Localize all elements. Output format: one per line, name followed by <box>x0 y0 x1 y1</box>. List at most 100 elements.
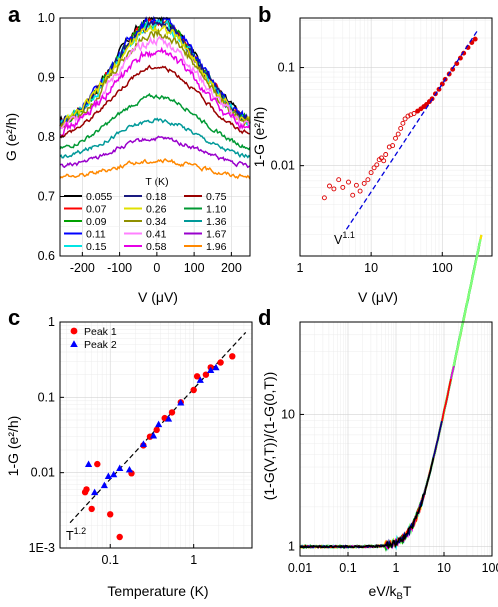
panel-b-xtick: 1 <box>297 261 304 275</box>
panel-b-point <box>340 184 346 190</box>
panel-a-xtick: 200 <box>221 261 242 275</box>
panel-c-point-peak1 <box>88 505 95 513</box>
panel-a-ylabel: G (e²/h) <box>3 113 19 161</box>
panel-a-legend-entry: 0.75 <box>206 191 227 203</box>
panel-d-curve <box>299 234 483 551</box>
panel-c-point-peak2 <box>177 399 185 406</box>
panel-d-xtick: 0.01 <box>288 561 312 575</box>
panel-c-point-peak2 <box>212 363 220 371</box>
panel-c-point-peak2 <box>149 432 158 439</box>
panel-a-curve-1.67 <box>59 135 251 169</box>
panel-c-xtick: 1 <box>190 553 197 567</box>
panel-c-point-peak1 <box>116 533 123 541</box>
panel-d-ytick: 10 <box>281 407 295 421</box>
panel-a-curve-0.18 <box>59 19 251 127</box>
panel-a-legend-entry: 0.07 <box>86 204 107 216</box>
panel-c-point-peak2 <box>139 440 148 447</box>
panel-a-curve-1.36 <box>59 117 251 159</box>
panel-a-xlabel: V (μV) <box>138 289 178 305</box>
panel-d-ytick: 1 <box>288 540 295 554</box>
panel-a-legend-entry: 1.67 <box>206 229 227 241</box>
panel-b-point <box>395 131 401 137</box>
panel-d-label: d <box>258 305 271 330</box>
panel-a-legend-entry: 1.10 <box>206 204 227 216</box>
panel-c-label: c <box>8 305 20 330</box>
panel-d-curve <box>299 378 452 550</box>
panel-c-point-peak2 <box>207 366 215 373</box>
panel-b-point <box>390 143 396 149</box>
panel-a-legend-entry: 0.15 <box>86 241 107 253</box>
panel-d-chart: d (1-G(V,T))/(1-G(0,T)) eV/kBT 0.01 0.1 1 1… <box>258 234 498 602</box>
panel-a-legend-entry: 0.055 <box>86 191 112 203</box>
panel-c-point-peak1 <box>193 373 201 380</box>
panel-b-ylabel: 1-G (e²/h) <box>251 107 267 168</box>
panel-c-point-peak2 <box>91 488 99 496</box>
panel-b-point <box>405 113 411 119</box>
panel-c-point-peak1 <box>107 511 114 518</box>
panel-a-ytick: 1.0 <box>38 11 55 25</box>
panel-a-curve-1.10 <box>59 92 251 151</box>
panel-a-legend-entry: 1.36 <box>206 216 227 228</box>
panel-b-point <box>371 165 377 171</box>
panel-b-point <box>400 120 406 126</box>
panel-b-point <box>357 188 363 194</box>
panel-a-ytick: 0.7 <box>38 190 55 204</box>
panel-a-xtick: 0 <box>153 261 160 275</box>
panel-c-ytick: 0.01 <box>31 466 55 480</box>
panel-c-point-peak1 <box>202 371 210 378</box>
panel-b-xtick: 100 <box>432 261 453 275</box>
panel-a-legend-entry: 0.11 <box>86 229 106 241</box>
panel-a-xtick: 100 <box>184 261 205 275</box>
panel-b-point <box>346 179 351 185</box>
panel-a-label: a <box>8 2 21 27</box>
panel-b-point <box>361 180 367 186</box>
panel-a-curve-1.96 <box>59 157 251 180</box>
panel-b-ytick: 0.1 <box>278 61 295 75</box>
panel-b-point <box>331 186 337 192</box>
panel-c-legend-peak1: Peak 1 <box>84 326 117 338</box>
panel-d-curve <box>299 234 483 549</box>
panel-b-point <box>398 125 404 131</box>
panel-a-curve-0.75 <box>59 64 251 139</box>
panel-b-point <box>327 183 332 189</box>
panel-b-point <box>411 111 417 116</box>
panel-a-ytick: 0.6 <box>38 249 55 263</box>
panel-b-fit-line <box>345 29 479 230</box>
panel-b-xlabel: V (μV) <box>358 289 398 305</box>
panel-a-xtick: -100 <box>107 261 132 275</box>
panel-a-ytick: 0.9 <box>38 71 55 85</box>
panel-c-xlabel: Temperature (K) <box>107 583 208 599</box>
panel-b-point <box>350 192 356 198</box>
panel-a-legend-entry: 0.09 <box>86 216 107 228</box>
panel-b-point <box>374 162 380 168</box>
panel-d-xtick: 1 <box>393 561 400 575</box>
panel-c-point-peak2 <box>116 464 124 471</box>
panel-c-frame <box>59 321 253 549</box>
panel-b-chart: b V (μV) 1-G (e²/h) V1.1 1 10 100 0.01 0.1 <box>251 2 493 305</box>
panel-c-point-peak2 <box>155 420 163 428</box>
panel-a-legend-entry: 0.18 <box>146 191 167 203</box>
panel-d-xtick: 10 <box>437 561 451 575</box>
panel-a-legend-entry: 0.58 <box>146 241 167 253</box>
panel-c-point-peak2 <box>100 481 108 489</box>
panel-c-legend-marker-peak2 <box>70 340 78 348</box>
panel-d-xlabel: eV/kBT <box>369 583 412 602</box>
panel-c-point-peak2 <box>125 465 134 473</box>
panel-a-legend-entry: 1.96 <box>206 241 227 253</box>
panel-b-point <box>402 116 408 122</box>
panel-c-point-peak2 <box>164 415 173 422</box>
panel-a-xtick: -200 <box>70 261 95 275</box>
panel-b-point <box>415 108 421 114</box>
panel-c-ytick: 1 <box>48 315 55 329</box>
panel-c-point-peak1 <box>229 353 236 360</box>
panel-b-point <box>368 170 374 176</box>
panel-c-ytick: 1E-3 <box>29 541 55 555</box>
panel-a-ytick: 0.8 <box>38 130 55 144</box>
panel-c-point-peak1 <box>190 386 197 394</box>
panel-b-point <box>321 195 327 201</box>
panel-c-point-peak1 <box>153 426 160 434</box>
panel-b-label: b <box>258 2 271 27</box>
panel-d-curve <box>299 238 482 550</box>
panel-d-ylabel: (1-G(V,T))/(1-G(0,T)) <box>261 372 277 501</box>
panel-a-legend-entry: 0.34 <box>146 216 167 228</box>
